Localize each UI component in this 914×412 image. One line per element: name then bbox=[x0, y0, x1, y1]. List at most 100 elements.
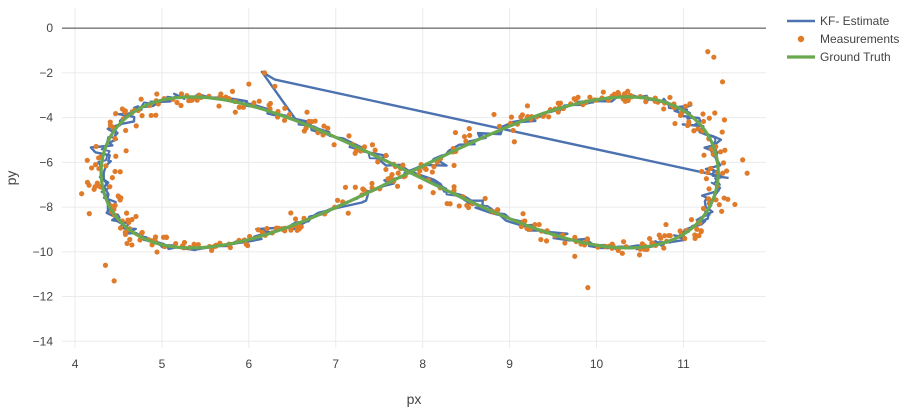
measurement-point bbox=[383, 152, 389, 159]
legend-swatch bbox=[797, 35, 805, 43]
measurement-point bbox=[682, 103, 689, 109]
measurement-point bbox=[694, 226, 700, 232]
measurement-point bbox=[717, 149, 724, 155]
measurement-point bbox=[719, 208, 725, 214]
measurement-point bbox=[129, 242, 135, 248]
measurement-point bbox=[395, 170, 401, 176]
x-axis-title: px bbox=[407, 391, 422, 407]
measurement-point bbox=[261, 70, 268, 76]
measurement-point bbox=[232, 109, 238, 115]
legend[interactable]: KF- Estimate Measurements Ground Truth bbox=[787, 14, 899, 64]
measurement-point bbox=[89, 165, 95, 171]
measurement-point bbox=[621, 91, 628, 97]
measurement-point bbox=[724, 168, 730, 174]
measurement-point bbox=[744, 170, 750, 176]
measurement-point bbox=[236, 104, 242, 110]
measurement-point bbox=[720, 160, 727, 166]
measurement-point bbox=[572, 253, 578, 259]
measurement-point bbox=[243, 241, 249, 247]
legend-item-ground-truth[interactable]: Ground Truth bbox=[787, 50, 891, 64]
measurement-point bbox=[342, 184, 349, 190]
measurement-point bbox=[178, 91, 185, 97]
legend-label: Ground Truth bbox=[820, 50, 891, 64]
measurement-point bbox=[138, 96, 144, 102]
measurement-point bbox=[661, 245, 667, 251]
measurement-point bbox=[700, 111, 706, 117]
measurement-point bbox=[117, 225, 124, 231]
measurement-point bbox=[298, 224, 304, 230]
legend-item-measurements[interactable]: Measurements bbox=[797, 32, 900, 46]
measurement-point bbox=[692, 235, 698, 241]
measurement-point bbox=[510, 127, 516, 134]
measurement-point bbox=[109, 175, 115, 181]
measurement-point bbox=[740, 157, 746, 163]
measurement-point bbox=[696, 233, 702, 239]
measurement-point bbox=[91, 186, 97, 192]
measurement-point bbox=[687, 101, 693, 107]
measurement-point bbox=[352, 184, 358, 190]
measurement-point bbox=[294, 227, 300, 233]
measurement-point bbox=[194, 97, 200, 103]
measurement-point bbox=[636, 252, 643, 258]
measurement-point bbox=[92, 162, 99, 168]
x-tick-label: 7 bbox=[332, 357, 339, 371]
measurement-point bbox=[464, 202, 470, 209]
measurement-point bbox=[218, 91, 224, 97]
measurement-point bbox=[707, 165, 714, 172]
measurement-point bbox=[667, 94, 673, 101]
grid bbox=[62, 8, 766, 348]
ground-truth-line bbox=[99, 95, 720, 250]
measurement-point bbox=[282, 105, 288, 111]
measurement-point bbox=[711, 54, 717, 60]
measurement-point bbox=[334, 197, 341, 203]
measurement-point bbox=[216, 103, 222, 109]
measurement-point bbox=[431, 164, 437, 170]
measurement-point bbox=[112, 136, 118, 142]
measurement-point bbox=[643, 99, 649, 105]
measurement-point bbox=[102, 262, 109, 268]
measurement-point bbox=[496, 123, 503, 129]
measurement-point bbox=[113, 153, 119, 159]
measurement-point bbox=[461, 133, 468, 140]
measurement-point bbox=[721, 117, 728, 123]
measurement-point bbox=[662, 233, 668, 239]
measurement-point bbox=[154, 91, 160, 97]
measurement-point bbox=[281, 117, 288, 123]
y-tick-label: 0 bbox=[46, 21, 53, 35]
measurement-point bbox=[451, 162, 457, 168]
measurement-point bbox=[615, 89, 621, 96]
measurement-point bbox=[522, 218, 528, 224]
measurement-point bbox=[467, 132, 473, 139]
measurement-point bbox=[511, 139, 517, 145]
measurement-point bbox=[124, 240, 130, 247]
measurement-point bbox=[369, 180, 375, 187]
measurement-point bbox=[385, 176, 391, 182]
measurement-point bbox=[240, 104, 247, 110]
measurement-point bbox=[111, 278, 117, 284]
measurement-point bbox=[543, 238, 550, 244]
measurement-point bbox=[494, 207, 501, 213]
measurement-point bbox=[719, 129, 725, 135]
measurement-point bbox=[96, 155, 102, 161]
measurement-point bbox=[719, 79, 726, 85]
y-tick-label: −6 bbox=[39, 155, 53, 169]
measurement-point bbox=[123, 210, 130, 216]
legend-item-kf-estimate[interactable]: KF- Estimate bbox=[787, 14, 890, 28]
measurement-point bbox=[153, 112, 159, 118]
measurement-point bbox=[394, 183, 401, 189]
y-tick-label: −14 bbox=[33, 334, 54, 348]
measurement-point bbox=[181, 239, 188, 246]
measurement-point bbox=[686, 121, 692, 128]
measurement-point bbox=[133, 123, 139, 129]
measurement-point bbox=[383, 166, 389, 173]
measurement-point bbox=[663, 221, 669, 228]
measurement-point bbox=[661, 106, 667, 112]
measurement-point bbox=[546, 114, 552, 120]
measurement-point bbox=[259, 229, 265, 235]
measurement-point bbox=[620, 239, 627, 245]
y-tick-label: −8 bbox=[39, 200, 53, 214]
measurement-point bbox=[122, 109, 128, 116]
legend-label: Measurements bbox=[820, 32, 899, 46]
measurement-point bbox=[532, 222, 538, 228]
measurement-point bbox=[123, 127, 129, 134]
